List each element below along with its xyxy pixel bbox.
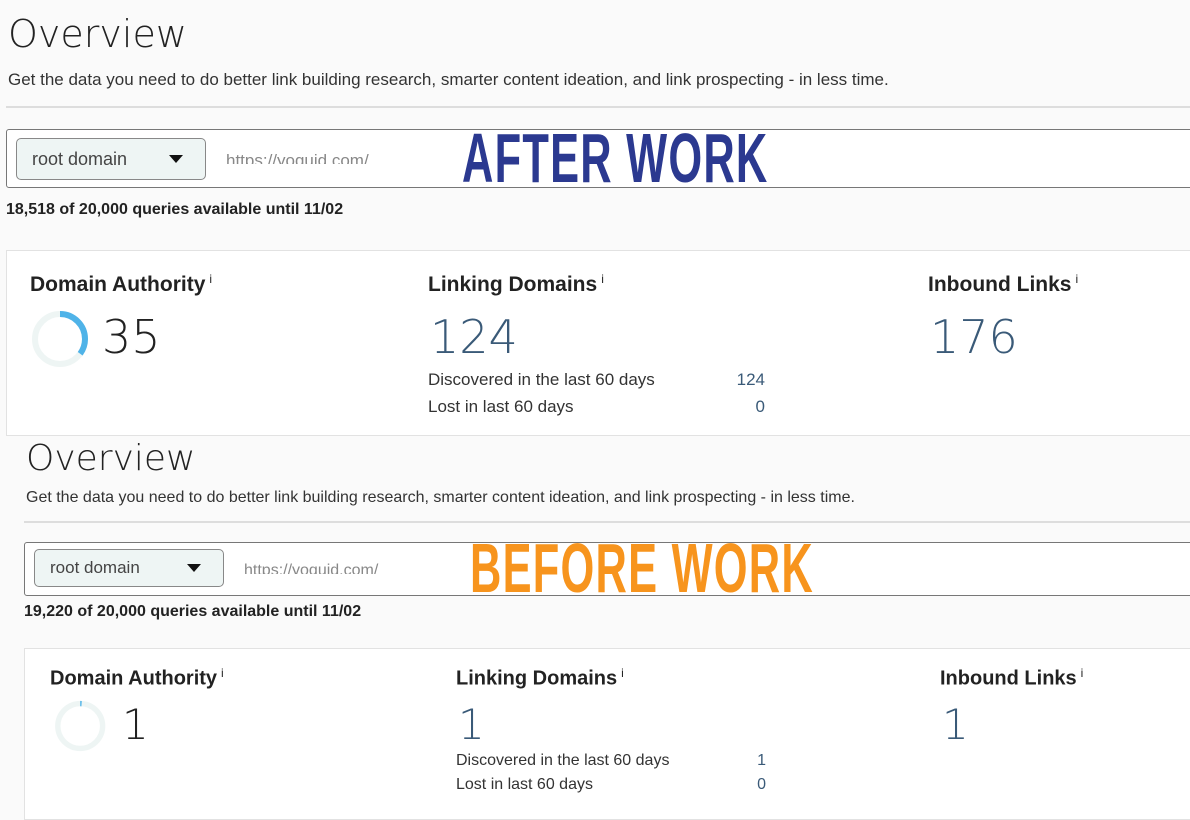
- lost-label: Lost in last 60 days: [428, 397, 574, 416]
- ring-fill: [32, 311, 88, 367]
- inbound-links-label: Inbound Links i: [928, 272, 1079, 296]
- before-work-stamp: BEFORE WORK: [470, 529, 814, 607]
- linking-domains-label: Linking Domains i: [428, 272, 604, 296]
- inbound-links-value: 1: [942, 700, 969, 749]
- scope-dropdown[interactable]: root domain: [16, 138, 206, 180]
- info-icon[interactable]: i: [221, 666, 224, 680]
- page-title: Overview: [8, 12, 187, 56]
- dropdown-value: root domain: [32, 148, 128, 169]
- url-input[interactable]: https://yoquid.com/: [244, 562, 379, 574]
- info-icon[interactable]: i: [209, 272, 213, 286]
- divider: [24, 521, 1190, 523]
- info-icon[interactable]: i: [601, 272, 604, 286]
- domain-authority-ring: [55, 700, 106, 752]
- domain-authority-label: Domain Authority i: [50, 666, 224, 690]
- caret-down-icon: [187, 564, 201, 572]
- linking-domains-value: 1: [458, 700, 485, 749]
- dropdown-value: root domain: [50, 558, 140, 577]
- info-icon[interactable]: i: [621, 666, 624, 680]
- scope-dropdown[interactable]: root domain: [34, 549, 224, 587]
- domain-authority-ring: [32, 311, 88, 367]
- divider: [6, 106, 1190, 108]
- lost-value: 0: [757, 776, 766, 793]
- domain-authority-value: 35: [102, 310, 161, 364]
- page-subtitle: Get the data you need to do better link …: [8, 70, 889, 89]
- discovered-value: 1: [757, 752, 766, 769]
- inbound-links-label: Inbound Links i: [940, 666, 1084, 690]
- caret-down-icon: [169, 155, 183, 163]
- linking-domains-label: Linking Domains i: [456, 666, 624, 690]
- page-subtitle: Get the data you need to do better link …: [26, 489, 855, 506]
- discovered-label: Discovered in the last 60 days: [456, 752, 670, 769]
- ring-track: [55, 700, 106, 752]
- info-icon[interactable]: i: [1080, 666, 1084, 680]
- discovered-value: 124: [736, 370, 765, 389]
- domain-authority-label: Domain Authority i: [30, 272, 213, 296]
- inbound-links-value: 176: [930, 310, 1018, 364]
- linking-domains-value: 124: [430, 310, 518, 364]
- discovered-label: Discovered in the last 60 days: [428, 370, 655, 389]
- url-input[interactable]: https://yoquid.com/: [226, 151, 369, 164]
- metrics-card: [6, 250, 1190, 436]
- lost-value: 0: [755, 397, 765, 416]
- queries-available: 19,220 of 20,000 queries available until…: [24, 603, 362, 620]
- page-title: Overview: [26, 438, 196, 479]
- lost-label: Lost in last 60 days: [456, 776, 593, 793]
- queries-available: 18,518 of 20,000 queries available until…: [6, 201, 344, 218]
- after-work-stamp: AFTER WORK: [462, 119, 769, 197]
- info-icon[interactable]: i: [1075, 272, 1079, 286]
- domain-authority-value: 1: [122, 700, 149, 749]
